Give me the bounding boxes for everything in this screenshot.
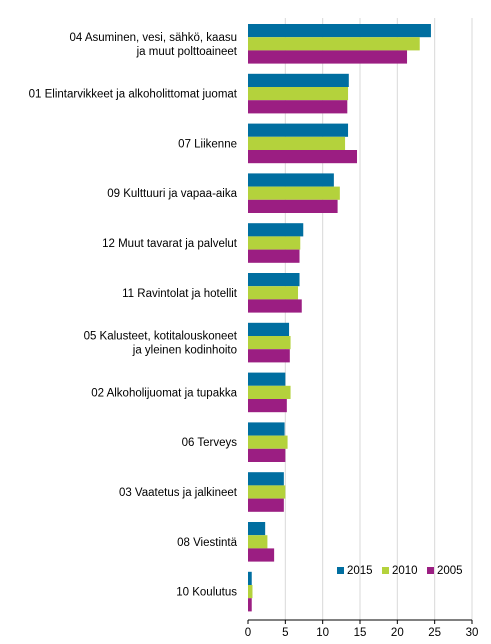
x-tick-label: 15 (354, 627, 367, 639)
bar-2010-12 (248, 585, 253, 599)
category-label: 04 Asuminen, vesi, sähkö, kaasu (70, 32, 238, 44)
legend-swatch-2015 (337, 567, 344, 574)
legend-swatch-2010 (382, 567, 389, 574)
bar-2005-1 (248, 50, 408, 64)
category-label: 06 Terveys (182, 437, 238, 449)
category-label: ja yleinen kodinhoito (132, 345, 237, 357)
category-label: 11 Ravintolat ja hotellit (122, 288, 238, 300)
bar-2005-4 (248, 199, 338, 213)
bar-2015-12 (248, 571, 252, 585)
bar-2010-10 (248, 485, 286, 499)
bar-2015-1 (248, 24, 431, 38)
bar-2015-6 (248, 273, 300, 287)
bar-2005-9 (248, 448, 286, 462)
category-label: 02 Alkoholijuomat ja tupakka (91, 387, 237, 399)
x-tick-label: 20 (391, 627, 404, 639)
category-label: 05 Kalusteet, kotitalouskoneet (84, 331, 238, 343)
bar-2005-12 (248, 598, 252, 612)
bar-2010-9 (248, 435, 288, 449)
category-label: 10 Koulutus (176, 587, 237, 599)
bar-2005-7 (248, 349, 290, 363)
bar-2010-7 (248, 336, 291, 350)
bar-2005-10 (248, 498, 284, 512)
legend-label-2005: 2005 (437, 565, 463, 577)
bar-2005-5 (248, 249, 300, 263)
bar-2015-9 (248, 422, 285, 436)
category-label: 08 Viestintä (177, 537, 237, 549)
bar-2015-10 (248, 472, 284, 486)
bar-2010-6 (248, 286, 299, 300)
x-tick-label: 30 (466, 627, 479, 639)
category-label: 09 Kulttuuri ja vapaa-aika (107, 188, 237, 200)
bar-2005-6 (248, 299, 302, 313)
x-tick-label: 10 (316, 627, 329, 639)
category-label: ja muut polttoaineet (136, 46, 238, 58)
bar-2005-2 (248, 100, 348, 114)
bar-2005-3 (248, 150, 358, 164)
legend-label-2015: 2015 (347, 565, 373, 577)
bar-2010-5 (248, 236, 301, 250)
bar-2010-2 (248, 87, 349, 101)
category-label: 12 Muut tavarat ja palvelut (102, 238, 238, 250)
bar-2015-5 (248, 223, 304, 237)
category-label: 07 Liikenne (178, 138, 237, 150)
bar-2010-4 (248, 186, 340, 200)
bar-2015-8 (248, 372, 286, 386)
bar-2015-2 (248, 73, 349, 87)
bar-2010-1 (248, 37, 420, 51)
x-tick-label: 0 (245, 627, 251, 639)
category-label: 01 Elintarvikkeet ja alkoholittomat juom… (29, 89, 238, 101)
legend-label-2010: 2010 (392, 565, 418, 577)
x-tick-label: 5 (282, 627, 288, 639)
bar-2015-4 (248, 173, 334, 187)
bar-2005-11 (248, 548, 275, 562)
bar-2015-11 (248, 522, 266, 536)
x-tick-label: 25 (428, 627, 441, 639)
bar-2010-8 (248, 385, 291, 399)
bar-2005-8 (248, 399, 287, 413)
category-label: 03 Vaatetus ja jalkineet (119, 487, 238, 499)
bar-2010-11 (248, 535, 268, 549)
bar-2010-3 (248, 136, 346, 150)
bar-2015-3 (248, 123, 349, 137)
legend-swatch-2005 (427, 567, 434, 574)
bar-2015-7 (248, 322, 290, 336)
